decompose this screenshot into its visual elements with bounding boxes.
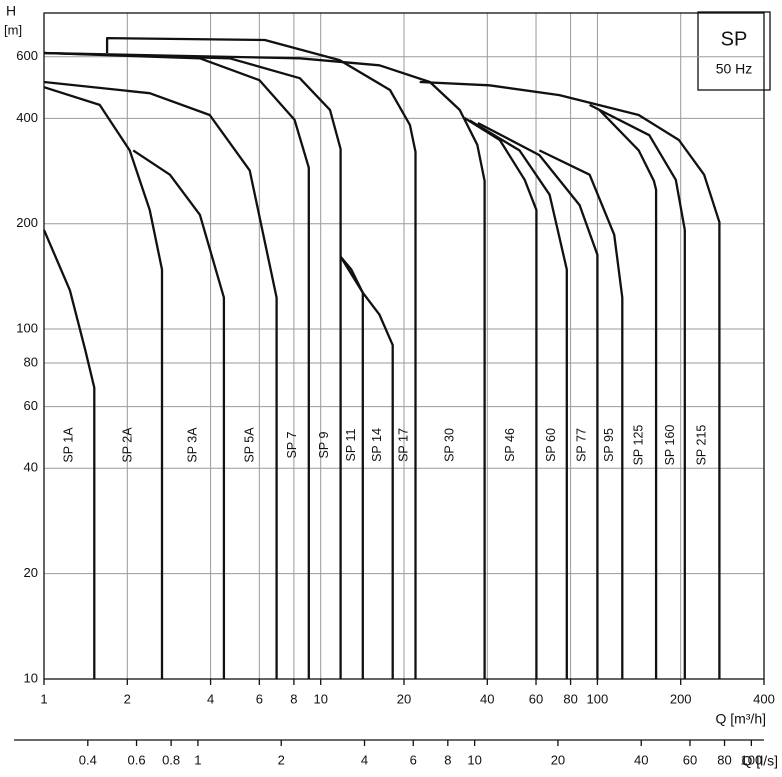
series-label: SP 1A [61,427,75,463]
pump-curve [43,86,164,679]
x2-tick-label: 0.6 [127,752,145,767]
x-tick-label: 20 [397,691,411,706]
pump-curve [468,119,568,679]
y-tick-label: 400 [16,110,38,125]
pump-curve [105,36,417,679]
series-label: SP 77 [574,428,588,462]
series-label: SP 9 [317,432,331,459]
series-label: SP 160 [663,425,677,466]
x-tick-label: 80 [563,691,577,706]
x2-axis-label: Q [l/s] [741,753,778,769]
series-label: SP 95 [602,428,616,462]
y-axis-unit: [m] [4,22,22,37]
series-label: SP 2A [120,427,134,463]
x2-tick-label: 4 [361,752,368,767]
pump-curve [43,51,342,679]
legend-subtitle: 50 Hz [716,61,753,77]
y-tick-label: 200 [16,215,38,230]
x2-tick-label: 20 [551,752,565,767]
series-label: SP 60 [544,428,558,462]
pump-curve [477,121,599,679]
series-label: SP 5A [243,427,257,463]
pump-curve [598,109,658,679]
y-tick-label: 600 [16,48,38,63]
series-label: SP 46 [503,428,517,462]
x2-tick-label: 0.8 [162,752,180,767]
series-label: SP 11 [344,429,358,462]
series-label: SP 215 [694,425,708,466]
x-tick-label: 1 [40,691,47,706]
pump-curve [589,103,686,679]
pump-curve [339,256,394,679]
x2-tick-label: 0.4 [79,752,97,767]
y-tick-label: 20 [24,565,38,580]
y-axis-label: H [6,3,16,19]
series-label: SP 17 [396,428,410,462]
x2-tick-label: 8 [444,752,451,767]
x-tick-label: 200 [670,691,692,706]
x-tick-label: 60 [529,691,543,706]
x-tick-label: 8 [290,691,297,706]
series-label: SP 7 [285,432,299,459]
pump-curve [132,149,226,679]
x2-tick-label: 2 [278,752,285,767]
x-tick-label: 2 [124,691,131,706]
series-label: SP 3A [185,427,199,463]
x-axis-label: Q [m³/h] [715,711,766,727]
series-label: SP 125 [631,425,645,466]
x-tick-label: 100 [587,691,609,706]
x-tick-label: 6 [256,691,263,706]
pump-curve [419,80,721,679]
pump-curve [463,117,538,679]
pump-curve [339,255,364,679]
y-tick-label: 10 [24,670,38,685]
y-tick-label: 80 [24,354,38,369]
x2-tick-label: 60 [683,752,697,767]
x-tick-label: 10 [313,691,327,706]
y-tick-label: 60 [24,398,38,413]
x2-tick-label: 80 [717,752,731,767]
x2-tick-label: 10 [467,752,481,767]
plot-frame [43,12,765,680]
x-tick-label: 4 [207,691,214,706]
x2-tick-label: 100 [740,752,762,767]
x2-tick-label: 1 [194,752,201,767]
legend-title: SP [721,28,748,50]
pump-curve [43,51,486,679]
x2-tick-label: 6 [410,752,417,767]
pump-curve [43,51,310,679]
pump-curve [538,149,624,679]
x-tick-label: 400 [753,691,775,706]
series-label: SP 14 [370,428,384,462]
x-tick-label: 40 [480,691,494,706]
series-label: SP 30 [442,428,456,462]
y-tick-label: 100 [16,320,38,335]
legend-box [697,11,771,91]
pump-curve [43,80,278,679]
x2-tick-label: 40 [634,752,648,767]
y-tick-label: 40 [24,460,38,475]
pump-curve [42,229,96,679]
